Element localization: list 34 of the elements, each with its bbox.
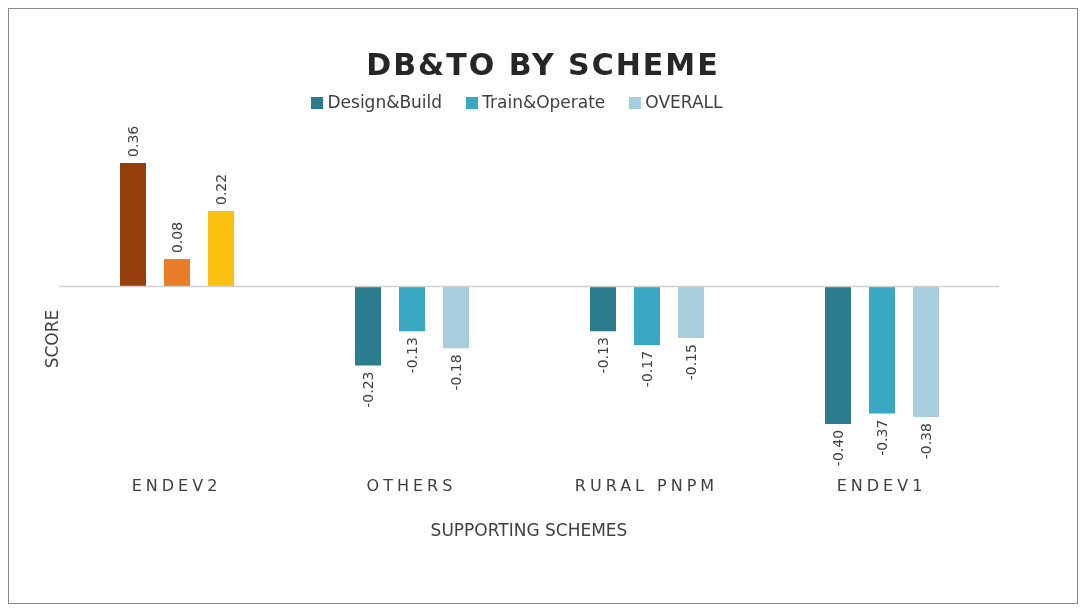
- bar: [399, 286, 425, 332]
- x-tick-label: ENDEV2: [131, 476, 222, 496]
- bar: [913, 286, 939, 418]
- data-label: -0.13: [595, 337, 611, 374]
- bar: [590, 286, 616, 332]
- bar: [869, 286, 895, 414]
- bar: [208, 210, 234, 287]
- chart-title: DB&TO BY SCHEME: [365, 46, 721, 82]
- legend-label: Train&Operate: [482, 92, 606, 112]
- data-label: -0.13: [404, 337, 420, 374]
- x-axis-title: SUPPORTING SCHEMES: [430, 520, 628, 540]
- x-tick-label: ENDEV1: [836, 476, 927, 496]
- data-label: 0.36: [125, 125, 141, 157]
- legend-label: Design&Build: [327, 92, 443, 112]
- data-label: -0.23: [360, 371, 376, 408]
- data-label: 0.08: [169, 221, 185, 254]
- bar: [443, 286, 469, 349]
- data-label: -0.17: [639, 350, 655, 388]
- bar: [678, 286, 704, 339]
- bar: [164, 259, 190, 287]
- bar: [120, 162, 146, 287]
- bar: [355, 286, 381, 366]
- bar: [634, 286, 660, 345]
- data-label: -0.18: [448, 354, 464, 391]
- data-label: -0.40: [830, 429, 846, 467]
- bar: [825, 286, 851, 424]
- legend-label: OVERALL: [645, 92, 723, 112]
- data-label: 0.22: [213, 173, 229, 205]
- x-tick-label: OTHERS: [366, 476, 457, 496]
- data-label: -0.15: [683, 344, 699, 381]
- data-label: -0.37: [874, 419, 890, 456]
- data-label: -0.38: [918, 423, 934, 460]
- x-tick-label: RURAL PNPM: [574, 476, 719, 496]
- y-axis-title: SCORE: [42, 309, 63, 369]
